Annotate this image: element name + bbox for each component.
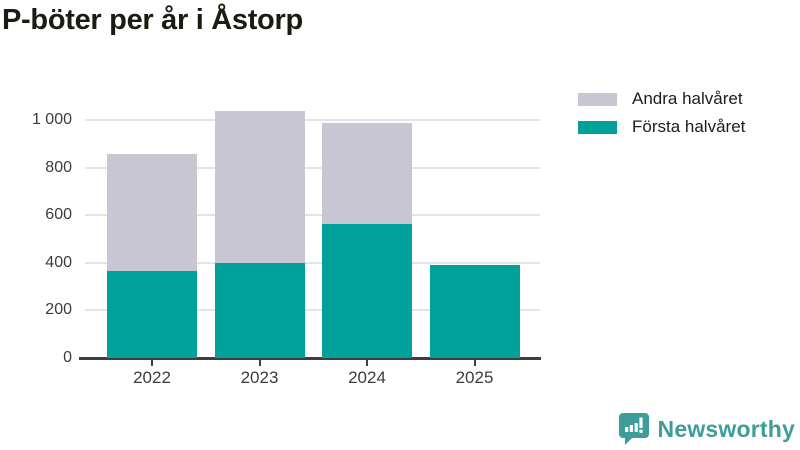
legend-label: Andra halvåret xyxy=(632,89,743,108)
legend-item-andra-halvaret: Andra halvåret xyxy=(578,89,745,108)
bar-segment-2022-forsta-halvaret xyxy=(107,271,197,358)
bar-segment-2023-andra-halvaret xyxy=(214,110,305,264)
x-axis-tick-2023 xyxy=(258,360,261,366)
x-axis-line xyxy=(79,357,541,360)
legend-swatch-andra-halvaret xyxy=(578,92,617,106)
x-axis-label-2024: 2024 xyxy=(348,368,386,387)
y-axis-label: 200 xyxy=(45,301,72,319)
y-axis-label: 800 xyxy=(45,158,72,176)
newsworthy-logo: Newsworthy xyxy=(618,412,795,446)
bar-segment-2024-forsta-halvaret xyxy=(322,223,412,358)
x-axis-label-2022: 2022 xyxy=(133,368,171,387)
bar-segment-2023-forsta-halvaret xyxy=(214,263,305,358)
bar-segment-2022-andra-halvaret xyxy=(107,153,197,272)
y-axis-label: 600 xyxy=(45,206,72,224)
gridline-600 xyxy=(85,214,540,217)
legend: Andra halvåret Första halvåret xyxy=(578,89,746,147)
newsworthy-speech-bubble-chart-icon xyxy=(618,413,649,445)
x-axis-label-2023: 2023 xyxy=(240,368,279,387)
y-axis-label: 0 xyxy=(63,349,72,366)
x-axis-label-2025: 2025 xyxy=(455,368,494,387)
newsworthy-wordmark: Newsworthy xyxy=(657,415,795,442)
legend-label: Första halvåret xyxy=(632,117,746,136)
y-axis-label: 1 000 xyxy=(31,111,72,128)
bar-segment-2025-forsta-halvaret xyxy=(429,265,520,358)
x-axis-tick-2022 xyxy=(151,360,153,366)
gridline-400 xyxy=(85,261,540,264)
x-axis-tick-2024 xyxy=(366,360,368,366)
legend-item-forsta-halvaret: Första halvåret xyxy=(578,117,746,136)
gridline-200 xyxy=(85,309,540,312)
chart-title: P-böter per år i Åstorp xyxy=(2,4,303,36)
y-axis-label: 400 xyxy=(45,253,72,271)
gridline-800 xyxy=(85,166,540,169)
bar-segment-2024-andra-halvaret xyxy=(322,123,412,224)
legend-swatch-forsta-halvaret xyxy=(578,120,617,134)
gridline-1000 xyxy=(85,119,540,121)
x-axis-tick-2025 xyxy=(473,360,476,366)
